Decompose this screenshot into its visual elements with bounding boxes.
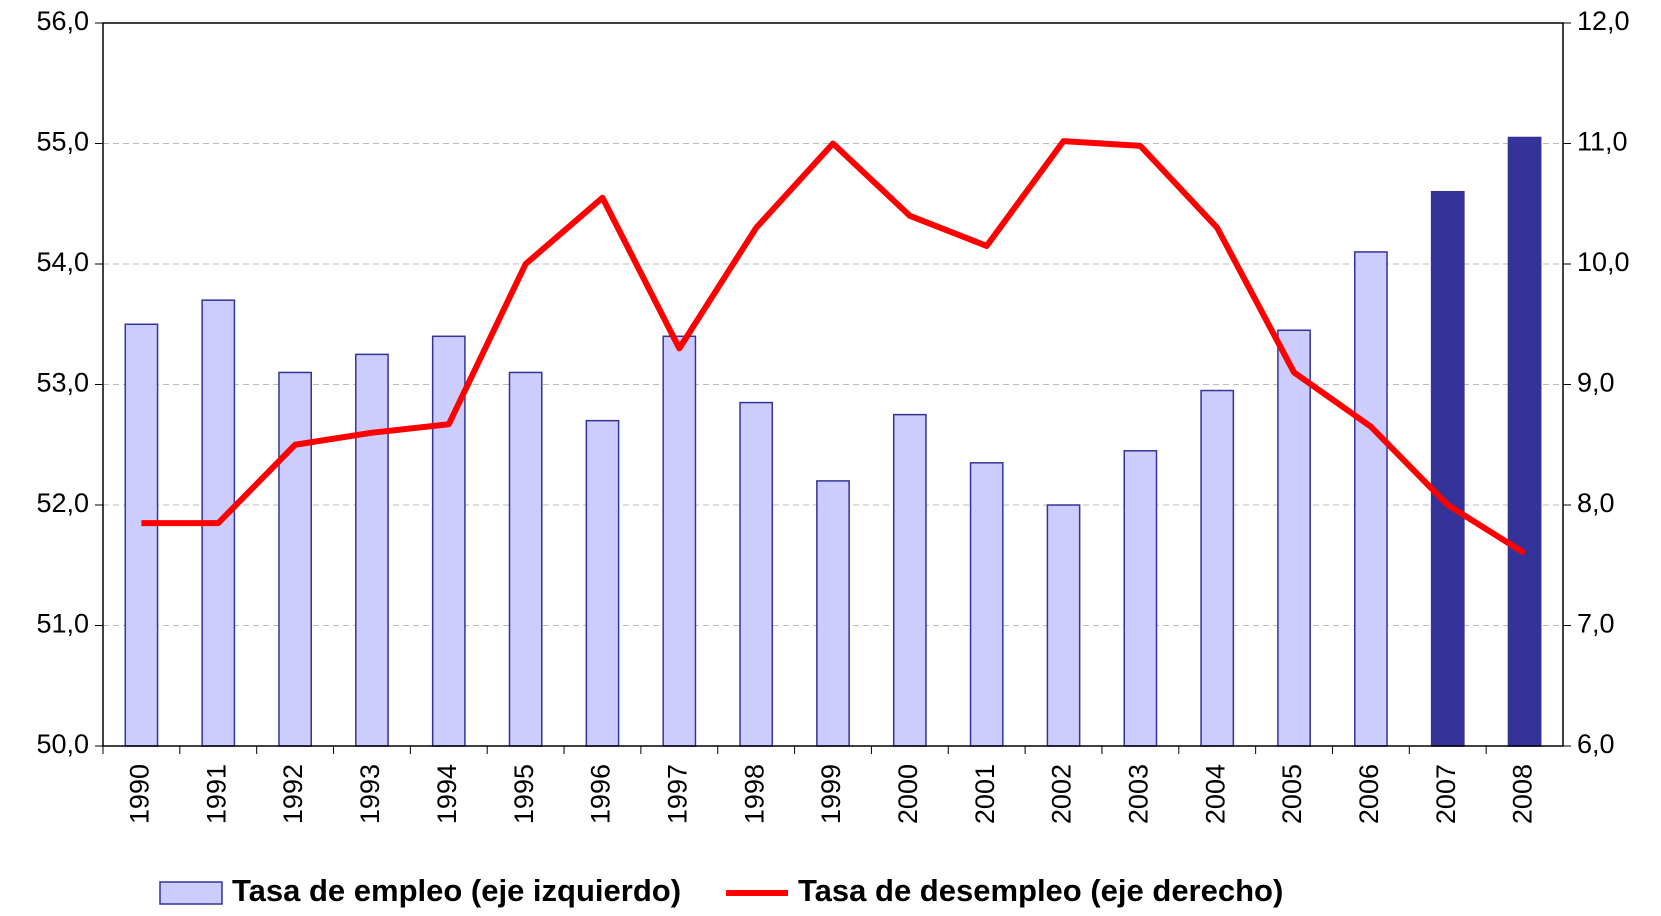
y-tick-label: 52,0 — [36, 488, 89, 518]
bar — [1200, 389, 1235, 747]
y2-tick-label: 7,0 — [1577, 609, 1615, 639]
bar — [1507, 136, 1542, 747]
x-tick-label: 1995 — [509, 764, 539, 824]
bar — [969, 462, 1004, 747]
x-tick-label: 1993 — [355, 764, 385, 824]
line — [141, 138, 1527, 556]
x-tick-label: 1997 — [662, 764, 692, 824]
y-tick-label: 53,0 — [36, 368, 89, 398]
legend-label: Tasa de empleo (eje izquierdo) — [232, 873, 681, 908]
bar — [892, 413, 927, 747]
x-tick-label: 1999 — [816, 764, 846, 824]
bar — [1354, 251, 1388, 747]
x-tick-label: 2006 — [1354, 764, 1384, 824]
y2-tick-label: 6,0 — [1577, 729, 1615, 759]
x-tick-label: 2002 — [1047, 764, 1077, 824]
y2-tick-label: 11,0 — [1577, 127, 1628, 157]
x-tick-label: 2005 — [1277, 764, 1307, 824]
y2-tick-label: 8,0 — [1577, 488, 1615, 518]
legend-swatch — [159, 881, 223, 905]
y-tick-label: 55,0 — [36, 127, 89, 157]
bar — [124, 323, 159, 747]
plot-frame — [102, 22, 1564, 747]
x-tick-label: 2004 — [1200, 764, 1230, 824]
y2-tick-label: 12,0 — [1577, 6, 1630, 36]
x-tick-label: 2001 — [970, 764, 1000, 824]
x-tick-label: 2000 — [893, 764, 923, 824]
y-tick-label: 54,0 — [36, 247, 89, 277]
bar — [739, 401, 774, 747]
bar — [1430, 190, 1465, 747]
bar — [508, 371, 543, 747]
bar — [355, 353, 389, 747]
bar — [278, 371, 312, 747]
x-tick-label: 1990 — [125, 764, 155, 824]
bar — [816, 480, 850, 747]
x-tick-label: 2007 — [1431, 764, 1461, 824]
bar — [585, 419, 620, 747]
x-tick-label: 1994 — [432, 764, 462, 824]
y2-tick-label: 9,0 — [1577, 368, 1615, 398]
y2-tick-label: 10,0 — [1577, 247, 1630, 277]
bar — [1046, 504, 1081, 747]
x-tick-label: 1992 — [278, 764, 308, 824]
bar — [1277, 329, 1311, 747]
x-tick-label: 2008 — [1508, 764, 1538, 824]
x-tick-label: 1991 — [201, 764, 231, 824]
legend-label: Tasa de desempleo (eje derecho) — [798, 873, 1283, 908]
bar — [662, 335, 697, 747]
bar — [1123, 450, 1158, 747]
y-tick-label: 50,0 — [36, 729, 89, 759]
x-tick-label: 1996 — [586, 764, 616, 824]
x-tick-label: 2003 — [1123, 764, 1153, 824]
y-tick-label: 51,0 — [36, 609, 89, 639]
y-tick-label: 56,0 — [36, 6, 89, 36]
x-tick-label: 1998 — [739, 764, 769, 824]
